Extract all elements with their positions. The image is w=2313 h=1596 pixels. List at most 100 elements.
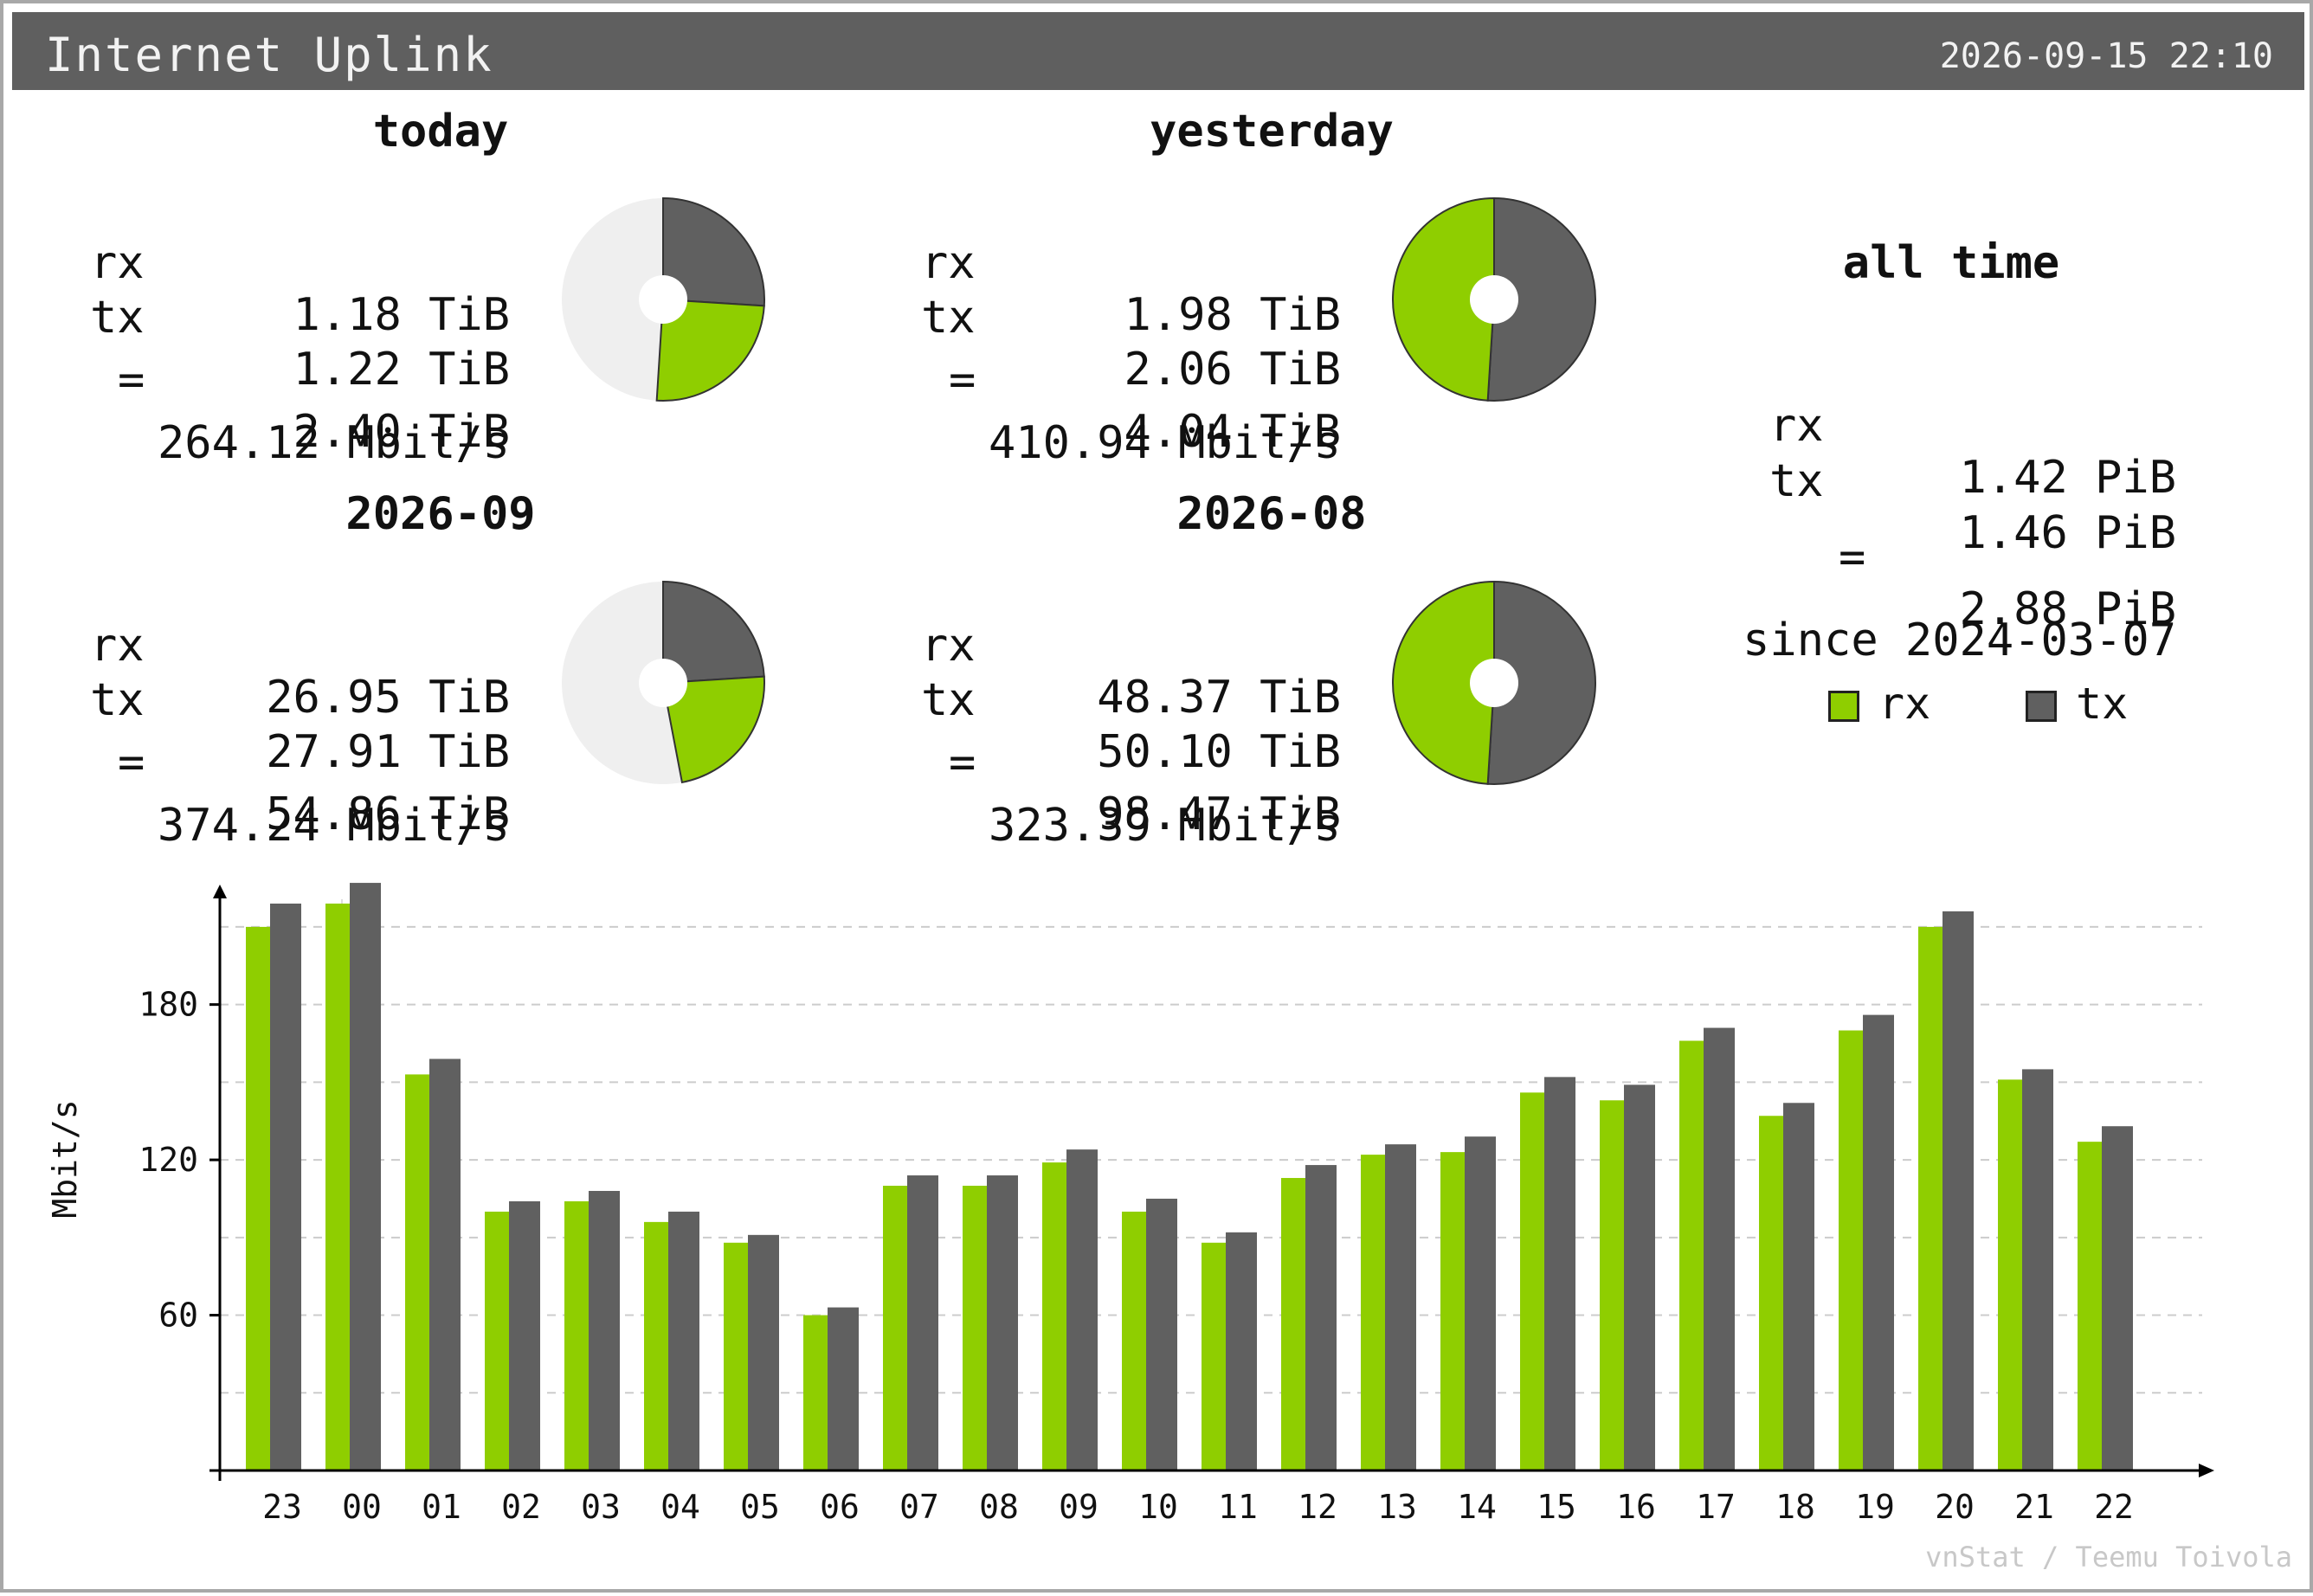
pie-hole <box>639 275 687 324</box>
month-previous-rx-value: 48.37 TiB <box>1097 672 1341 724</box>
bar-tx-09 <box>1066 1149 1098 1471</box>
today-pie <box>562 196 765 402</box>
pie-hole <box>1470 275 1518 324</box>
today-title: today <box>372 106 509 158</box>
today-rx-value: 1.18 TiB <box>293 289 510 341</box>
rx-label: rx <box>921 237 976 289</box>
title-bar: Internet Uplink 2026-09-15 22:10 <box>12 12 2304 90</box>
month-previous-pie <box>1392 580 1596 785</box>
bar-rx-23 <box>246 926 270 1471</box>
bar-rx-14 <box>1440 1152 1465 1471</box>
bar-rx-19 <box>1839 1030 1863 1471</box>
legend-tx-label: tx <box>2076 679 2129 729</box>
today-panel: today rx 1.18 TiB tx 1.22 TiB = 2.40 TiB… <box>90 106 921 469</box>
today-rx-row: rx 1.18 TiB <box>90 185 510 393</box>
bar-rx-17 <box>1679 1040 1704 1471</box>
pie-slice-tx <box>662 580 765 685</box>
bar-tx-18 <box>1783 1103 1814 1471</box>
month-previous-tx-value: 50.10 TiB <box>1097 726 1341 778</box>
all-time-tx-value: 1.46 PiB <box>1959 507 2176 559</box>
equals-label: = <box>1839 531 1866 583</box>
today-rate-value: 264.12 Mbit/s <box>158 417 510 469</box>
y-tick-label: 60 <box>158 1297 198 1335</box>
bar-tx-17 <box>1704 1027 1735 1471</box>
month-current-rx-row: rx 26.95 TiB <box>90 568 510 775</box>
month-current-title: 2026-09 <box>345 488 536 540</box>
x-tick-label: 16 <box>1616 1488 1656 1526</box>
bar-rx-18 <box>1759 1116 1783 1471</box>
x-axis-arrow <box>2199 1464 2214 1477</box>
pie-slice-rx <box>1392 196 1495 402</box>
bar-tx-19 <box>1863 1014 1894 1471</box>
tx-label: tx <box>921 674 976 726</box>
x-tick-label: 02 <box>501 1488 541 1526</box>
month-current-tx-value: 27.91 TiB <box>266 726 510 778</box>
pie-slice-tx <box>1486 580 1596 785</box>
pie-slice-tx <box>1486 196 1596 402</box>
yesterday-title: yesterday <box>1150 106 1394 158</box>
all-time-panel: all time rx 1.42 PiB tx 1.46 PiB = 2.88 … <box>1726 237 2211 756</box>
rx-label: rx <box>90 620 145 672</box>
pie-slice-rx <box>1392 580 1495 785</box>
legend: rx tx <box>1828 679 2174 730</box>
yesterday-pie <box>1392 196 1596 402</box>
bar-tx-11 <box>1226 1232 1257 1471</box>
bar-tx-14 <box>1465 1136 1496 1471</box>
month-previous-rx-row: rx 48.37 TiB <box>921 568 1341 775</box>
all-time-tx-row: tx 1.46 PiB <box>1769 403 2176 611</box>
bar-tx-22 <box>2102 1126 2133 1471</box>
x-tick-label: 19 <box>1855 1488 1895 1526</box>
legend-tx-swatch <box>2026 691 2057 722</box>
yesterday-rx-value: 1.98 TiB <box>1124 289 1341 341</box>
yesterday-rate-value: 410.94 Mbit/s <box>989 417 1341 469</box>
hourly-bar-chart: 23 00 01 02 03 04 05 06 07 08 09 10 11 12 13 14 15 16 17 18… <box>46 883 2214 1526</box>
all-time-total-value: 2.88 PiB <box>1959 583 2176 635</box>
x-tick-label: 10 <box>1138 1488 1178 1526</box>
yesterday-panel: yesterday rx 1.98 TiB tx 2.06 TiB = 4.04… <box>921 106 1752 469</box>
bar-rx-22 <box>2078 1142 2102 1471</box>
x-tick-label: 17 <box>1696 1488 1736 1526</box>
yesterday-rx-row: rx 1.98 TiB <box>921 185 1341 393</box>
today-tx-value: 1.22 TiB <box>293 344 510 396</box>
x-tick-label: 00 <box>342 1488 382 1526</box>
bar-rx-16 <box>1600 1100 1624 1471</box>
x-tick-label: 22 <box>2094 1488 2134 1526</box>
month-current-pie <box>562 580 765 784</box>
month-previous-rate-row: 323.39 Mbit/s <box>921 748 1341 904</box>
today-rate-row: 264.12 Mbit/s <box>90 365 510 521</box>
all-time-since: since 2024-03-07 <box>1743 615 2176 666</box>
pie-slice-rx <box>661 675 765 784</box>
bar-tx-05 <box>748 1234 779 1471</box>
tx-label: tx <box>90 292 145 344</box>
bar-tx-21 <box>2022 1069 2053 1471</box>
bar-tx-04 <box>668 1211 699 1471</box>
month-current-total-row: = 54.86 TiB <box>90 685 510 892</box>
bar-tx-00 <box>350 883 381 1471</box>
credit-footer: vnStat / Teemu Toivola <box>1925 1541 2292 1573</box>
pie-hole <box>639 659 687 707</box>
equals-label: = <box>949 354 976 406</box>
tx-label: tx <box>921 292 976 344</box>
month-previous-rate-value: 323.39 Mbit/s <box>989 800 1341 852</box>
rx-label: rx <box>90 237 145 289</box>
yesterday-tx-row: tx 2.06 TiB <box>921 240 1341 447</box>
month-previous-panel: 2026-08 rx 48.37 TiB tx 50.10 TiB = 98.4… <box>921 488 1752 852</box>
bar-tx-12 <box>1305 1165 1337 1471</box>
timestamp: 2026-09-15 22:10 <box>1939 36 2273 76</box>
x-tick-label: 09 <box>1059 1488 1099 1526</box>
bar-rx-02 <box>485 1211 509 1471</box>
today-total-value: 2.40 TiB <box>293 406 510 458</box>
all-time-since-row: since 2024-03-07 <box>1726 563 2176 718</box>
bar-tx-01 <box>429 1059 461 1471</box>
x-tick-label: 23 <box>262 1488 302 1526</box>
all-time-title: all time <box>1842 237 2060 289</box>
rx-label: rx <box>1769 400 1824 452</box>
bar-tx-13 <box>1385 1144 1416 1471</box>
bar-tx-23 <box>270 903 301 1471</box>
month-current-rate-row: 374.24 Mbit/s <box>90 748 510 904</box>
tx-label: tx <box>1769 455 1824 507</box>
bar-tx-10 <box>1146 1198 1177 1471</box>
y-axis-label: Mbit/s <box>46 1099 84 1218</box>
bar-rx-06 <box>803 1315 828 1471</box>
